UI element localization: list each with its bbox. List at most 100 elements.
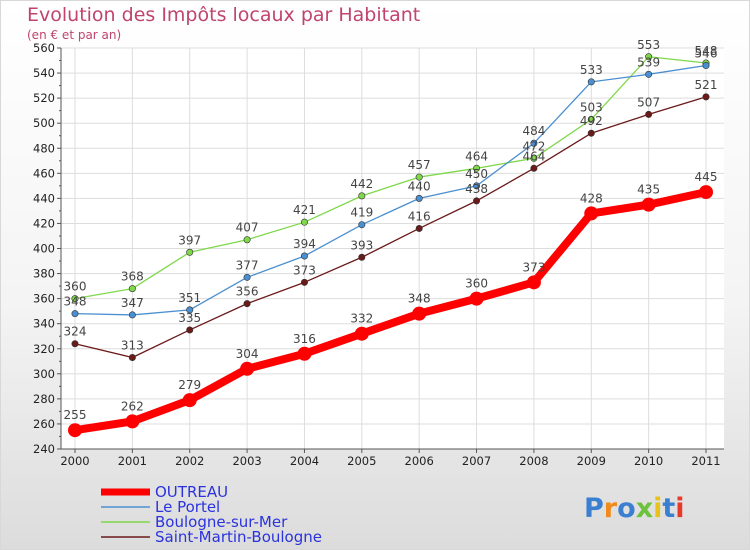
data-point xyxy=(587,78,595,86)
x-tick-label: 2011 xyxy=(691,454,720,468)
data-label: 324 xyxy=(64,325,87,339)
x-tick-label: 2000 xyxy=(60,454,89,468)
data-label: 356 xyxy=(236,285,259,299)
data-label: 360 xyxy=(64,280,87,294)
data-label: 347 xyxy=(121,296,144,310)
data-label: 472 xyxy=(522,139,545,153)
x-tick-label: 2002 xyxy=(175,454,204,468)
x-tick-label: 2003 xyxy=(232,454,261,468)
data-label: 351 xyxy=(178,291,201,305)
y-tick-label: 520 xyxy=(33,91,55,105)
data-point xyxy=(641,197,656,212)
series-group xyxy=(68,53,713,438)
data-point xyxy=(358,192,366,200)
data-label: 304 xyxy=(236,347,259,361)
data-label: 373 xyxy=(522,260,545,274)
data-point xyxy=(473,164,481,172)
proxiti-logo: Proxiti xyxy=(584,493,685,524)
y-tick-label: 340 xyxy=(33,317,55,331)
data-label: 503 xyxy=(580,100,603,114)
data-label: 438 xyxy=(465,182,488,196)
data-label: 377 xyxy=(236,258,259,272)
y-tick-label: 440 xyxy=(33,191,55,205)
data-point xyxy=(530,139,538,147)
x-tick-label: 2004 xyxy=(290,454,319,468)
data-point xyxy=(473,197,481,205)
data-point xyxy=(412,306,427,321)
y-tick-label: 380 xyxy=(33,267,55,281)
data-label: 394 xyxy=(293,237,316,251)
y-tick-label: 360 xyxy=(33,292,55,306)
data-label: 416 xyxy=(408,209,431,223)
data-point xyxy=(186,326,194,334)
data-point xyxy=(645,53,653,61)
data-label: 279 xyxy=(178,378,201,392)
data-point xyxy=(645,70,653,78)
data-point xyxy=(243,273,251,281)
data-point xyxy=(186,306,194,314)
data-label: 393 xyxy=(350,238,373,252)
legend-label: OUTREAU xyxy=(155,483,228,501)
data-point xyxy=(182,393,197,408)
y-tick-label: 400 xyxy=(33,242,55,256)
y-axis-ticks: 240 260 280 300 320 340 360 380 400 420 440 460 480 5… xyxy=(33,41,61,456)
y-tick-label: 240 xyxy=(33,442,55,456)
data-label: 397 xyxy=(178,233,201,247)
logo-text: Proxiti xyxy=(584,493,685,524)
data-label: 553 xyxy=(637,38,660,52)
data-labels-group: 3243133353563733934164384644925075213603… xyxy=(64,38,718,422)
x-tick-label: 2005 xyxy=(347,454,376,468)
data-label: 457 xyxy=(408,158,431,172)
x-tick-label: 2006 xyxy=(405,454,434,468)
data-label: 507 xyxy=(637,95,660,109)
series-line-boulogne-sur-mer xyxy=(74,56,707,300)
data-label: 548 xyxy=(695,44,718,58)
x-tick-label: 2008 xyxy=(519,454,548,468)
data-point xyxy=(125,414,140,429)
x-tick-label: 2007 xyxy=(462,454,491,468)
data-label: 373 xyxy=(293,263,316,277)
data-label: 316 xyxy=(293,332,316,346)
data-label: 348 xyxy=(408,292,431,306)
data-point xyxy=(530,154,538,162)
data-point xyxy=(240,361,255,376)
data-label: 445 xyxy=(695,170,718,184)
data-point xyxy=(68,423,82,438)
data-label: 262 xyxy=(121,399,144,413)
data-point xyxy=(128,285,136,293)
data-label: 335 xyxy=(178,311,201,325)
data-point xyxy=(358,221,366,229)
data-point xyxy=(526,275,541,290)
grid-lines xyxy=(61,47,724,449)
chart-subtitle: (en € et par an) xyxy=(27,28,121,42)
data-label: 332 xyxy=(350,312,373,326)
y-tick-label: 320 xyxy=(33,342,55,356)
data-label: 428 xyxy=(580,191,603,205)
y-tick-label: 500 xyxy=(33,116,55,130)
x-tick-label: 2010 xyxy=(634,454,663,468)
data-point xyxy=(300,252,308,260)
data-label: 546 xyxy=(695,47,718,61)
data-point xyxy=(71,295,79,303)
data-point xyxy=(587,115,595,123)
y-tick-label: 540 xyxy=(33,66,55,80)
data-label: 539 xyxy=(637,55,660,69)
data-point xyxy=(128,311,136,319)
data-point xyxy=(587,129,595,137)
data-label: 419 xyxy=(350,206,373,220)
y-tick-label: 420 xyxy=(33,216,55,230)
series-line-saint-martin-boulogne xyxy=(74,96,707,359)
data-label: 435 xyxy=(637,183,660,197)
data-point xyxy=(354,326,369,341)
data-label: 484 xyxy=(522,124,545,138)
data-point xyxy=(702,93,710,101)
data-label: 440 xyxy=(408,179,431,193)
series-line-outreau xyxy=(71,188,710,435)
data-point xyxy=(71,310,79,318)
y-tick-label: 280 xyxy=(33,392,55,406)
x-tick-label: 2009 xyxy=(577,454,606,468)
data-point xyxy=(186,248,194,256)
data-label: 450 xyxy=(465,167,488,181)
data-point xyxy=(473,182,481,190)
